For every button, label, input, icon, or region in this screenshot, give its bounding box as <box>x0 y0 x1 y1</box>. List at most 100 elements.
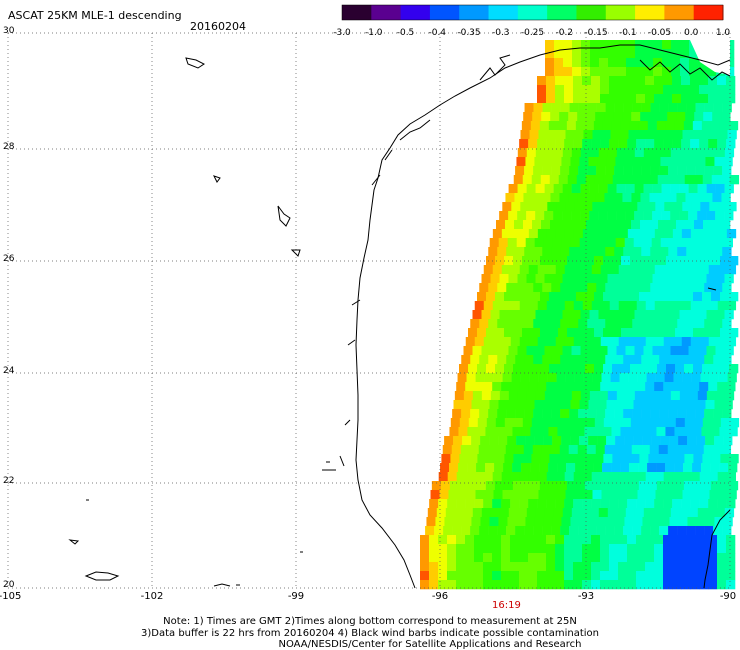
swath-cell <box>626 58 635 67</box>
swath-cell <box>632 319 641 328</box>
swath-cell <box>632 445 641 454</box>
swath-cell <box>703 193 712 202</box>
swath-cell <box>689 391 698 400</box>
swath-cell <box>518 310 527 319</box>
swath-cell <box>525 103 534 112</box>
swath-cell <box>631 193 640 202</box>
swath-cell <box>521 130 530 139</box>
swath-cell <box>670 211 679 220</box>
swath-cell <box>654 139 663 148</box>
swath-cell <box>720 454 729 463</box>
swath-cell <box>599 49 608 58</box>
swath-cell <box>548 463 557 472</box>
swath-cell <box>629 373 638 382</box>
swath-cell <box>711 292 720 301</box>
swath-cell <box>605 445 614 454</box>
swath-cell <box>621 292 630 301</box>
swath-cell <box>676 220 685 229</box>
swath-cell <box>669 157 678 166</box>
swath-cell <box>595 220 604 229</box>
swath-cell <box>597 157 606 166</box>
swath-cell <box>710 130 719 139</box>
swath-cell <box>450 481 459 490</box>
lon-label-93: -93 <box>578 591 594 602</box>
swath-cell <box>602 130 611 139</box>
swath-cell <box>727 202 736 211</box>
swath-cell <box>449 427 458 436</box>
swath-cell <box>528 553 537 562</box>
lat-label-26: 26 <box>3 254 14 264</box>
swath-cell <box>532 220 541 229</box>
swath-cell <box>583 301 592 310</box>
swath-cell <box>693 454 702 463</box>
swath-cell <box>636 571 645 580</box>
swath-cell <box>465 382 474 391</box>
swath-cell <box>483 562 492 571</box>
swath-cell <box>477 328 486 337</box>
swath-cell <box>646 301 655 310</box>
swath-cell <box>538 301 547 310</box>
colorbar-segment <box>430 5 460 20</box>
swath-cell <box>457 472 466 481</box>
swath-cell <box>623 319 632 328</box>
swath-cell <box>675 364 684 373</box>
swath-cell <box>474 535 483 544</box>
swath-cell <box>475 301 484 310</box>
swath-cell <box>537 535 546 544</box>
lat-label-24: 24 <box>3 366 14 376</box>
swath-cell <box>683 427 692 436</box>
swath-cell <box>567 292 576 301</box>
swath-cell <box>726 94 735 103</box>
swath-cell <box>540 364 549 373</box>
swath-cell <box>628 265 637 274</box>
swath-cell <box>555 535 564 544</box>
swath-cell <box>551 283 560 292</box>
swath-cell <box>582 382 591 391</box>
swath-cell <box>725 148 734 157</box>
swath-cell <box>465 571 474 580</box>
swath-cell <box>691 301 700 310</box>
swath-cell <box>654 382 663 391</box>
swath-cell <box>608 49 617 58</box>
swath-cell <box>649 112 658 121</box>
swath-cell <box>582 571 591 580</box>
swath-cell <box>663 571 672 580</box>
swath-cell <box>589 400 598 409</box>
swath-cell <box>716 148 725 157</box>
lon-label-90: -90 <box>720 591 736 602</box>
swath-cell <box>590 391 599 400</box>
swath-cell <box>484 472 493 481</box>
swath-cell <box>548 490 557 499</box>
swath-cell <box>671 40 680 49</box>
swath-cell <box>637 202 646 211</box>
swath-cell <box>606 436 615 445</box>
colorbar <box>342 5 724 20</box>
swath-cell <box>601 265 610 274</box>
swath-cell <box>615 436 624 445</box>
swath-cell <box>617 58 626 67</box>
swath-cell <box>520 229 529 238</box>
swath-cell <box>600 94 609 103</box>
swath-cell <box>526 400 535 409</box>
swath-cell <box>524 526 533 535</box>
swath-cell <box>537 76 546 85</box>
swath-cell <box>651 103 660 112</box>
swath-cell <box>676 175 685 184</box>
swath-cell <box>619 202 628 211</box>
swath-cell <box>547 337 556 346</box>
swath-cell <box>673 265 682 274</box>
swath-cell <box>635 508 644 517</box>
swath-cell <box>501 382 510 391</box>
swath-cell <box>518 184 527 193</box>
swath-cell <box>464 391 473 400</box>
swath-cell <box>486 292 495 301</box>
swath-cell <box>680 391 689 400</box>
swath-cell <box>473 391 482 400</box>
swath-cell <box>676 112 685 121</box>
swath-cell <box>656 490 665 499</box>
swath-cell <box>600 571 609 580</box>
swath-cell <box>597 517 606 526</box>
swath-cell <box>587 247 596 256</box>
swath-cell <box>627 535 636 544</box>
swath-cell <box>563 67 572 76</box>
